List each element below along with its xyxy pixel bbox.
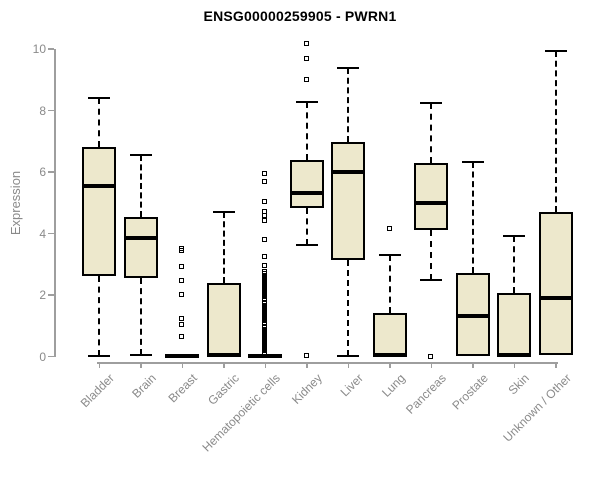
whisker-lower-kidney: [305, 208, 308, 246]
box-liver: [331, 141, 366, 261]
whisker-upper-pancreas: [430, 102, 433, 164]
outlier-hematopoietic-cells: [262, 254, 268, 260]
y-tick-mark: [48, 294, 54, 296]
y-tick-mark: [48, 171, 54, 173]
whisker-cap-lower-brain: [129, 354, 152, 357]
median-skin: [497, 352, 532, 357]
whisker-cap-lower-bladder: [88, 355, 111, 358]
outlier-breast: [179, 292, 185, 298]
whisker-cap-upper-kidney: [295, 101, 318, 104]
x-tick-mark: [264, 362, 267, 368]
x-tick-mark: [223, 362, 225, 368]
outlier-breast: [179, 248, 185, 254]
median-pancreas: [414, 201, 449, 206]
outlier-kidney: [303, 353, 309, 359]
whisker-cap-upper-lung: [378, 253, 401, 256]
x-tick-mark: [181, 362, 184, 368]
whisker-cap-lower-pancreas: [420, 279, 443, 282]
whisker-cap-upper-pancreas: [420, 101, 443, 104]
whisker-upper-unknown-other: [554, 51, 557, 212]
outlier-hematopoietic-cells: [262, 179, 268, 185]
whisker-upper-brain: [139, 155, 142, 217]
median-bladder: [82, 183, 117, 188]
median-kidney: [289, 191, 324, 196]
outlier-breast: [179, 264, 185, 270]
box-bladder: [82, 147, 117, 277]
y-tick-mark: [48, 109, 54, 112]
box-lung: [372, 313, 407, 356]
whisker-cap-upper-liver: [337, 67, 360, 69]
whisker-upper-liver: [347, 68, 350, 142]
x-tick-mark: [389, 362, 391, 368]
y-tick-label: 6: [39, 165, 46, 180]
median-unknown-other: [538, 296, 573, 301]
whisker-lower-brain: [139, 278, 142, 356]
median-gastric: [206, 352, 241, 357]
outlier-hematopoietic-cells: [262, 170, 268, 176]
median-liver: [331, 169, 366, 174]
outlier-breast: [179, 321, 185, 327]
outlier-hematopoietic-cells: [262, 351, 268, 357]
x-tick-mark: [513, 362, 515, 368]
x-tick-mark: [347, 362, 350, 368]
whisker-upper-bladder: [98, 97, 101, 148]
whisker-cap-upper-bladder: [88, 96, 111, 99]
median-prostate: [455, 314, 490, 319]
outlier-lung: [386, 226, 392, 231]
x-tick-mark: [98, 362, 100, 368]
median-breast: [165, 353, 200, 358]
y-tick-label: 4: [39, 226, 46, 241]
outlier-kidney: [303, 77, 309, 83]
median-lung: [372, 352, 407, 357]
outlier-hematopoietic-cells: [262, 237, 268, 243]
box-pancreas: [414, 163, 449, 230]
y-tick-label: 0: [39, 349, 46, 364]
y-axis-line: [54, 49, 56, 357]
chart-title: ENSG00000259905 - PWRN1: [203, 8, 397, 24]
outlier-kidney: [303, 55, 309, 61]
whisker-cap-upper-skin: [503, 235, 526, 238]
y-tick-label: 2: [39, 288, 46, 303]
x-tick-mark: [555, 362, 557, 368]
x-axis-line: [96, 362, 559, 364]
whisker-upper-prostate: [471, 161, 474, 274]
outlier-pancreas: [428, 353, 434, 359]
whisker-upper-lung: [388, 254, 391, 314]
whisker-upper-gastric: [222, 211, 225, 284]
y-tick-label: 8: [39, 103, 46, 118]
box-brain: [123, 216, 158, 279]
outlier-breast: [179, 315, 185, 321]
box-skin: [497, 293, 532, 357]
whisker-cap-lower-kidney: [295, 244, 318, 247]
outlier-breast: [179, 277, 185, 283]
whisker-cap-upper-prostate: [461, 160, 484, 163]
whisker-cap-upper-gastric: [212, 210, 235, 213]
outlier-breast: [179, 334, 185, 340]
whisker-lower-bladder: [98, 276, 101, 356]
box-unknown-other: [538, 211, 573, 356]
x-tick-mark: [430, 362, 433, 368]
y-tick-mark: [48, 48, 54, 50]
x-tick-mark: [472, 362, 474, 368]
whisker-lower-liver: [347, 260, 350, 356]
y-tick-mark: [48, 232, 54, 235]
box-gastric: [206, 283, 241, 357]
outlier-hematopoietic-cells: [262, 262, 268, 268]
outlier-kidney: [303, 40, 309, 46]
whisker-cap-upper-brain: [129, 154, 152, 156]
box-kidney: [289, 159, 324, 209]
whisker-cap-lower-liver: [337, 354, 360, 357]
whisker-upper-skin: [513, 236, 516, 294]
y-tick-label: 10: [32, 42, 46, 57]
x-tick-mark: [306, 362, 308, 368]
outlier-hematopoietic-cells: [262, 217, 268, 223]
x-tick-mark: [140, 362, 142, 368]
whisker-cap-upper-unknown-other: [544, 50, 567, 52]
whisker-lower-pancreas: [430, 230, 433, 281]
outlier-hematopoietic-cells: [262, 199, 268, 205]
whisker-upper-kidney: [305, 102, 308, 160]
y-tick-mark: [48, 355, 54, 358]
median-brain: [123, 236, 158, 241]
